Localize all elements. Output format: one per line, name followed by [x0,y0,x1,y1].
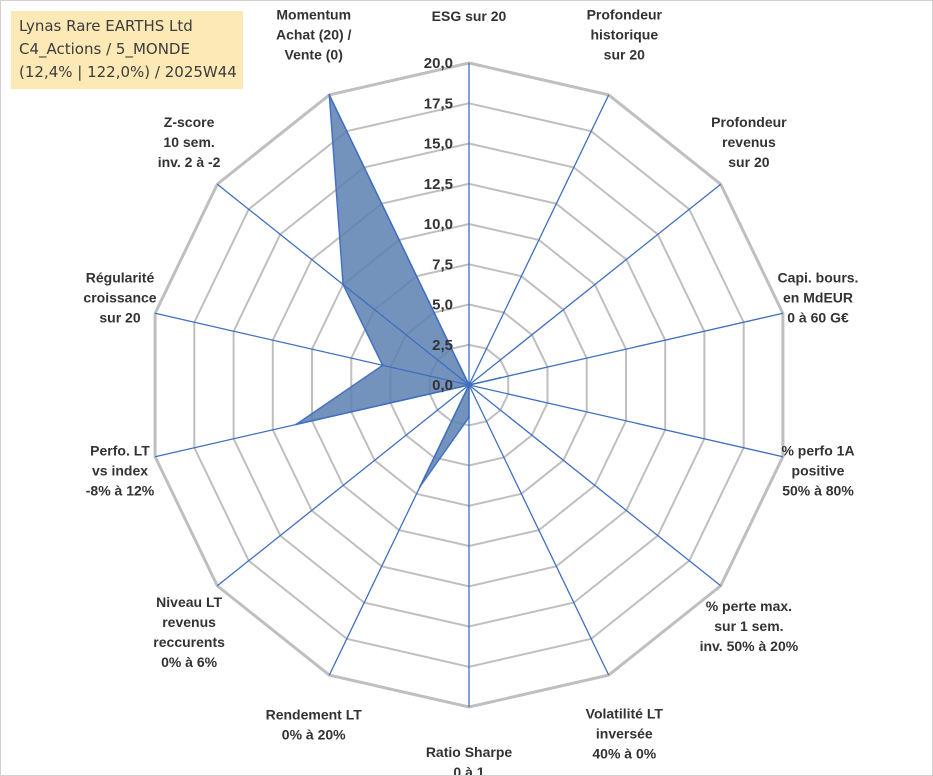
axis-label-line: Profondeur [587,6,663,22]
axis-label-line: 40% à 0% [592,746,656,762]
tick-label: 0,0 [432,377,453,394]
axis-label-line: Rendement LT [266,707,363,723]
axis-label-7: Ratio Sharpe 0 à 1 [426,744,513,775]
axis-label-line: % perfo 1A [781,442,854,458]
tick-label: 12,5 [424,176,453,193]
tick-label: 20,0 [424,55,453,72]
axis-label-layer: Note ESG sur 20 Profondeur historique sur 20… [83,1,858,775]
axis-label-11: Régularité croissance sur 20 [83,270,156,326]
axis-label-9: Niveau LT revenus reccurents 0% à 6% [153,594,225,670]
axis-label-line: sur 20 [604,46,645,62]
axis-label-2: Profondeur revenus sur 20 [711,114,787,170]
axis-label-line: Niveau LT [156,594,222,610]
axis-label-line: Note [453,1,484,4]
tick-label: 7,5 [432,256,453,273]
axis-label-line: inversée [596,726,653,742]
axis-label-line: Volatilité LT [586,706,664,722]
axis-label-line: 50% à 80% [782,482,854,498]
axis-label-line: 0 à 1 [453,764,484,775]
tick-label: 17,5 [424,95,453,112]
spoke-9 [216,384,470,587]
tick-label: 10,0 [424,216,453,233]
axis-label-4: % perfo 1A positive 50% à 80% [781,442,854,498]
spoke-3 [468,312,784,386]
axis-label-line: sur 20 [99,310,140,326]
series-layer [295,93,502,488]
axis-label-13: Momentum Achat (20) / Vente (0) [276,6,352,62]
spoke-12 [216,183,470,386]
spoke-2 [468,183,722,386]
axis-label-line: revenus [722,134,776,150]
tick-label: 15,0 [424,136,453,153]
axis-label-line: reccurents [153,634,225,650]
axis-label-line: revenus [162,614,216,630]
axis-label-line: positive [792,462,845,478]
axis-label-12: Z-score 10 sem. inv. 2 à -2 [158,114,221,170]
axis-label-1: Profondeur historique sur 20 [587,6,663,62]
spoke-13 [328,94,470,386]
spoke-8 [328,384,470,676]
spoke-1 [468,94,610,386]
axis-label-line: Achat (20) / [276,26,352,42]
category-label: C4_Actions / 5_MONDE [19,40,190,58]
axis-label-line: inv. 2 à -2 [158,154,221,170]
axis-label-line: historique [590,26,658,42]
tick-layer: 0,0 2,5 5,0 7,5 10,0 12,5 15,0 17,5 20,0 [424,55,453,394]
axis-label-line: Régularité [86,270,155,286]
axis-label-line: sur 1 sem. [714,618,783,634]
axis-label-line: -8% à 12% [86,482,155,498]
axis-label-line: Profondeur [711,114,787,130]
stats-label: (12,4% | 122,0%) / 2025W44 [19,63,237,81]
spoke-10 [154,384,470,458]
info-box: Lynas Rare EARTHS Ltd C4_Actions / 5_MON… [11,11,243,89]
axis-label-line: croissance [83,290,156,306]
axis-label-8: Rendement LT 0% à 20% [266,707,363,743]
spoke-layer [154,63,784,707]
tick-label: 5,0 [432,297,453,314]
axis-label-line: 0 à 60 G€ [787,310,849,326]
axis-label-line: 0% à 20% [282,727,346,743]
axis-label-line: ESG sur 20 [432,8,507,24]
spoke-4 [468,384,784,458]
axis-label-line: Z-score [164,114,215,130]
axis-label-line: vs index [92,462,148,478]
axis-label-line: Capi. bours. [778,270,859,286]
axis-label-10: Perfo. LT vs index -8% à 12% [86,442,155,498]
axis-label-line: Momentum [276,6,351,22]
axis-label-line: Perfo. LT [90,442,150,458]
axis-label-line: % perte max. [706,598,792,614]
axis-label-3: Capi. bours. en MdEUR 0 à 60 G€ [778,270,859,326]
axis-label-line: Vente (0) [285,46,343,62]
spoke-5 [468,384,722,587]
series-area-0 [295,94,501,487]
axis-label-5: % perte max. sur 1 sem. inv. 50% à 20% [700,598,799,654]
company-name: Lynas Rare EARTHS Ltd [19,17,193,35]
spoke-11 [154,312,470,386]
axis-label-line: inv. 50% à 20% [700,638,799,654]
axis-label-line: sur 20 [728,154,769,170]
axis-label-line: Ratio Sharpe [426,744,513,760]
axis-label-line: 0% à 6% [161,654,218,670]
spoke-6 [468,384,610,676]
axis-label-6: Volatilité LT inversée 40% à 0% [586,706,664,762]
axis-label-0: Note ESG sur 20 [432,1,507,24]
axis-label-line: 10 sem. [163,134,214,150]
axis-label-line: en MdEUR [783,290,853,306]
tick-label: 2,5 [432,337,453,354]
